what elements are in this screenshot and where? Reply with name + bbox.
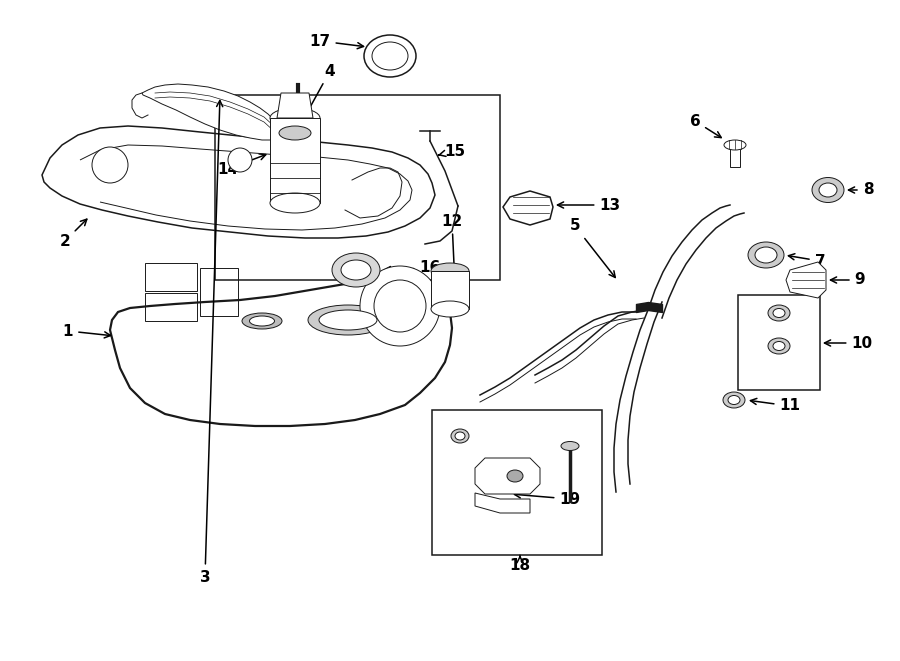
Ellipse shape	[812, 178, 844, 202]
Ellipse shape	[249, 316, 274, 326]
Polygon shape	[475, 458, 540, 494]
Text: 19: 19	[515, 492, 580, 506]
Ellipse shape	[289, 153, 307, 161]
Ellipse shape	[561, 442, 579, 451]
Text: 18: 18	[509, 556, 531, 574]
Circle shape	[360, 266, 440, 346]
Polygon shape	[142, 84, 280, 140]
Polygon shape	[42, 126, 435, 238]
Text: 2: 2	[59, 219, 86, 249]
Bar	[270, 118, 320, 203]
Ellipse shape	[451, 429, 469, 443]
Text: 16: 16	[384, 260, 441, 276]
Ellipse shape	[431, 301, 469, 317]
Text: 8: 8	[849, 182, 873, 198]
Ellipse shape	[724, 140, 746, 150]
Ellipse shape	[455, 432, 465, 440]
Text: 10: 10	[824, 336, 873, 350]
Bar	[431, 271, 469, 309]
Bar	[215, 95, 500, 280]
Ellipse shape	[242, 313, 282, 329]
Polygon shape	[475, 493, 530, 513]
Text: 9: 9	[831, 272, 865, 288]
Text: 14: 14	[218, 154, 266, 176]
Ellipse shape	[341, 260, 371, 280]
Ellipse shape	[728, 395, 740, 405]
Ellipse shape	[768, 338, 790, 354]
Bar	[730, 145, 740, 167]
Text: 6: 6	[689, 114, 721, 137]
Text: 4: 4	[305, 63, 336, 116]
Ellipse shape	[308, 305, 388, 335]
Polygon shape	[277, 93, 313, 118]
Text: 7: 7	[788, 254, 825, 268]
Polygon shape	[786, 262, 826, 298]
Bar	[432, 410, 602, 555]
Ellipse shape	[270, 193, 320, 213]
Ellipse shape	[755, 247, 777, 263]
Ellipse shape	[507, 470, 523, 482]
Polygon shape	[503, 191, 553, 225]
Ellipse shape	[270, 108, 320, 128]
Bar	[738, 295, 820, 390]
Ellipse shape	[431, 263, 469, 279]
Text: 1: 1	[63, 323, 111, 338]
Ellipse shape	[773, 342, 785, 350]
Ellipse shape	[279, 126, 311, 140]
Ellipse shape	[768, 305, 790, 321]
Ellipse shape	[332, 253, 380, 287]
Ellipse shape	[723, 392, 745, 408]
Ellipse shape	[319, 310, 377, 330]
Bar	[145, 263, 197, 291]
Bar	[145, 293, 197, 321]
Bar	[200, 268, 238, 316]
Text: 3: 3	[200, 100, 222, 584]
Ellipse shape	[773, 309, 785, 317]
Ellipse shape	[748, 242, 784, 268]
Text: 5: 5	[570, 219, 616, 278]
Text: 17: 17	[310, 34, 364, 49]
Circle shape	[92, 147, 128, 183]
Polygon shape	[110, 278, 452, 426]
Text: 15: 15	[438, 143, 465, 159]
Circle shape	[228, 148, 252, 172]
Text: 11: 11	[751, 399, 800, 414]
Text: 12: 12	[441, 214, 463, 282]
Text: 13: 13	[557, 198, 621, 212]
Ellipse shape	[819, 183, 837, 197]
